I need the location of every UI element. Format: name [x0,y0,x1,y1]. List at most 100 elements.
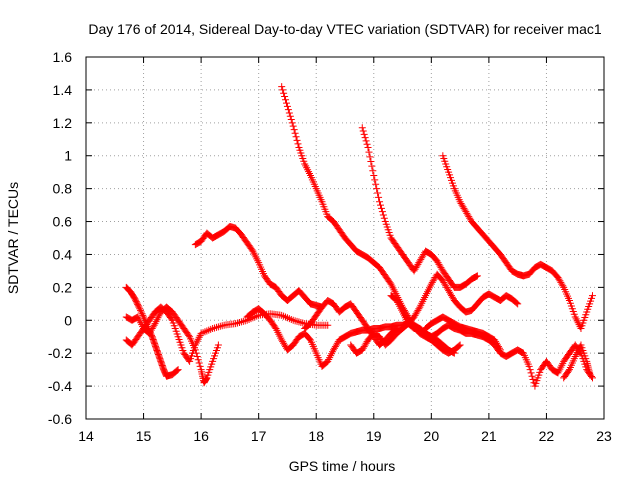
data-point-marker [174,366,182,374]
data-series [122,83,596,390]
data-point-marker [456,341,464,349]
x-tick-label: 23 [596,428,612,444]
data-point-marker [279,86,287,94]
data-point-marker [324,321,332,329]
data-point-marker [365,148,373,156]
data-point-marker [196,362,204,370]
data-point-marker [167,315,175,323]
data-point-marker [371,176,379,184]
y-tick-label: 1.2 [53,115,73,131]
x-tick-label: 14 [78,428,94,444]
y-tick-label: 0.6 [53,214,73,230]
data-point-marker [588,372,596,380]
data-point-marker [376,201,384,209]
data-point-marker [281,92,289,100]
data-point-marker [375,193,383,201]
data-point-marker [136,305,144,313]
y-tick-label: 1.4 [53,82,73,98]
data-point-marker [214,341,222,349]
data-point-marker [290,126,298,134]
data-point-marker [529,376,537,384]
data-point-marker [283,102,291,110]
x-tick-label: 16 [193,428,209,444]
chart-title: Day 176 of 2014, Sidereal Day-to-day VTE… [88,21,601,37]
data-point-marker [472,272,480,280]
data-point-marker [285,109,293,117]
data-point-marker [372,180,380,188]
data-point-marker [527,369,535,377]
series-track-l [301,297,401,349]
data-point-marker [473,272,481,280]
data-point-marker [359,127,367,135]
x-tick-label: 17 [251,428,267,444]
plot-frame [85,56,605,420]
data-point-marker [173,366,181,374]
data-point-marker [378,208,386,216]
y-tick-label: 0.2 [53,279,73,295]
data-point-marker [358,124,366,132]
data-point-marker [525,362,533,370]
data-point-marker [293,136,301,144]
data-point-marker [134,302,142,310]
data-point-marker [288,119,296,127]
data-point-marker [361,134,369,142]
data-point-marker [588,292,596,300]
y-tick-label: -0.4 [48,378,72,394]
axis-ticks: 14 15 16 17 18 19 20 21 22 23 -0.6 -0.4 -0.2 0 0.2 0.4 0… [48,49,612,444]
data-point-marker [514,300,522,308]
data-point-marker [194,356,202,364]
x-tick-label: 20 [424,428,440,444]
y-axis-label: SDTVAR / TECUs [5,182,21,294]
data-point-marker [137,308,145,316]
data-point-marker [377,204,385,212]
y-tick-label: 0.8 [53,181,73,197]
data-point-marker [393,325,401,332]
data-point-marker [363,140,371,148]
data-point-marker [367,157,375,165]
data-point-marker [565,367,573,375]
series-track-h [439,152,596,332]
y-tick-label: 1 [64,148,72,164]
data-point-marker [292,133,300,141]
data-point-marker [586,369,594,377]
y-tick-label: -0.2 [48,345,72,361]
y-tick-label: -0.6 [48,411,72,427]
data-point-marker [380,214,388,222]
data-point-marker [289,122,297,130]
data-point-marker [455,342,463,350]
data-point-marker [373,185,381,193]
data-point-marker [368,162,376,170]
series-track-c [122,303,332,365]
data-point-marker [291,129,299,137]
data-point-marker [195,359,203,367]
series-track-m [560,341,594,382]
data-point-marker [284,106,292,114]
data-point-marker [496,346,504,354]
x-axis-label: GPS time / hours [289,458,396,474]
data-point-marker [278,83,286,91]
data-point-marker [392,325,400,333]
data-point-marker [139,311,147,319]
data-point-marker [370,171,378,179]
data-point-marker [360,130,368,138]
data-point-marker [559,282,567,290]
x-tick-label: 21 [481,428,497,444]
y-tick-label: 0 [64,312,72,328]
x-tick-label: 19 [366,428,382,444]
data-point-marker [362,137,370,145]
data-point-marker [135,303,143,311]
data-point-marker [526,366,534,374]
data-point-marker [364,144,372,151]
y-tick-label: 0.4 [53,246,73,262]
data-point-marker [528,372,536,380]
data-point-marker [193,352,201,360]
data-point-marker [150,321,158,329]
data-point-marker [374,189,382,197]
data-point-marker [280,89,288,97]
data-point-marker [136,306,144,314]
data-point-marker [415,305,423,313]
data-point-marker [287,116,295,124]
y-tick-label: 1.6 [53,49,73,65]
data-point-marker [282,96,290,104]
